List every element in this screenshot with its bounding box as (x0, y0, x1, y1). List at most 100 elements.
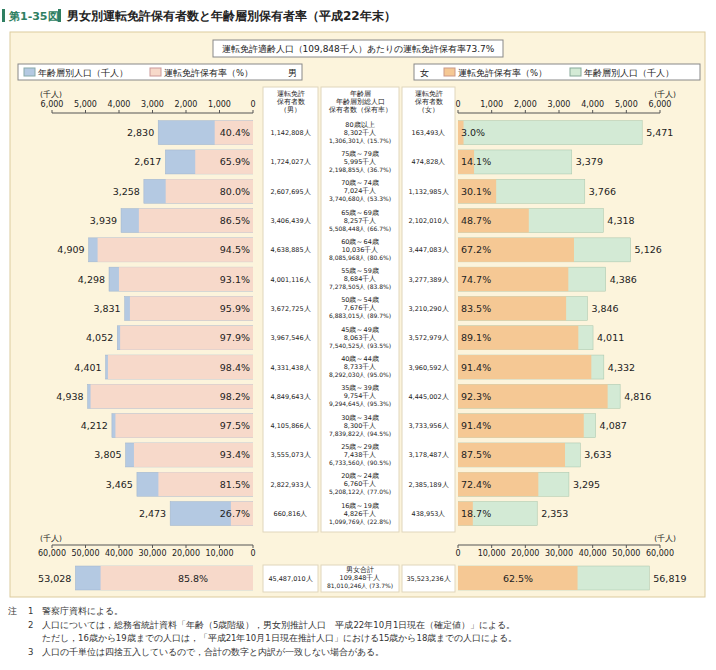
tick (253, 110, 254, 113)
population-bar (137, 472, 253, 496)
tick (559, 110, 560, 113)
table-cell-text: 7,438千人 (344, 451, 377, 459)
population-bar (89, 238, 253, 262)
data-label: 98.4% (220, 362, 250, 373)
holder-bar (458, 209, 529, 233)
tick-label: 5,000 (74, 100, 97, 109)
table-cell-text: 3,960,592人 (408, 364, 448, 372)
data-label: 4,401 (74, 362, 101, 373)
tick (152, 545, 153, 548)
data-label: 74.7% (461, 274, 491, 285)
table-cell-text: 8,063千人 (344, 334, 377, 342)
legend-swatch (444, 68, 455, 76)
tick-label: 0 (250, 100, 255, 109)
data-label: 5,471 (646, 127, 673, 138)
data-label: 30.1% (461, 186, 491, 197)
data-label: 2,353 (541, 508, 568, 519)
tick-label: 40,000 (579, 549, 607, 558)
data-label: 67.2% (461, 244, 491, 255)
tick (491, 110, 492, 113)
data-label: 81.5% (220, 479, 250, 490)
data-label: 3,258 (113, 186, 140, 197)
figure-label: 第1-35図 (8, 10, 59, 23)
male-total-bars (75, 566, 253, 590)
table-cell-text: 6,760千人 (344, 480, 377, 488)
data-label: 94.5% (220, 244, 250, 255)
data-label: 97.9% (220, 332, 250, 343)
note-text: 人口の千単位は四捨五入しているので，合計の数字と内訳が一致しない場合がある。 (42, 647, 384, 657)
category-label: 80歳以上 (345, 121, 374, 129)
tick-label: 3,000 (548, 100, 571, 109)
data-label: 3,465 (106, 479, 133, 490)
table-cell-text: 3,572,979人 (408, 334, 448, 342)
legend-label: 年齢層別人口（千人） (38, 68, 128, 78)
axis-unit: (千人) (654, 90, 676, 99)
holder-bar (139, 209, 253, 233)
holder-bar (458, 267, 568, 291)
table-cell-text: 2,822,933人 (270, 481, 310, 489)
data-label: 62.5% (503, 573, 533, 584)
table-cell (402, 565, 455, 592)
legend-box (18, 64, 302, 80)
tick (559, 545, 560, 548)
tick (592, 110, 593, 113)
table-cell-text: 438,953人 (412, 510, 446, 518)
table-cell-text: 5,995千人 (344, 158, 377, 166)
population-bar (458, 150, 572, 174)
table-cell-text: 7,839,822人 (94.5%) (329, 430, 391, 437)
population-bar (458, 472, 569, 496)
title: 男女別運転免許保有者数と年齢層別保有者率（平成22年末） (66, 9, 396, 23)
population-bar (458, 326, 593, 350)
holder-bar (101, 566, 253, 590)
table-cell-text: 5,508,448人 (66.7%) (329, 225, 391, 232)
tick (660, 545, 661, 548)
title-bar (58, 9, 61, 22)
note-number: 3 (28, 647, 33, 657)
holder-bar (115, 414, 253, 438)
category-label: 16歳～19歳 (341, 502, 379, 510)
table-header: 運転免許 (415, 90, 443, 98)
note-number: 2 (28, 620, 33, 630)
category-label: 55歳～59歳 (341, 267, 379, 275)
table-cell-text: 3,672,725人 (270, 305, 310, 313)
data-label: 3,831 (93, 303, 120, 314)
category-label: 30歳～34歳 (341, 414, 379, 422)
table-cell-text: 4,001,116人 (270, 276, 310, 284)
panel (10, 32, 705, 597)
table-column (263, 87, 318, 532)
population-bar (117, 326, 253, 350)
female-total-bars (458, 566, 649, 590)
title-bar (2, 9, 5, 22)
note-text: 警察庁資料による。 (42, 606, 123, 616)
table-cell-text: 7,024千人 (344, 187, 377, 195)
population-bar (125, 296, 253, 320)
population-bar (458, 179, 585, 203)
population-bar (75, 566, 253, 590)
table-cell-text: 4,331,438人 (270, 364, 310, 372)
table-cell-text: 2,198,855人 (36.7%) (329, 166, 391, 173)
tick-label: 30,000 (545, 549, 573, 558)
category-label: 50歳～54歳 (341, 296, 379, 304)
data-label: 93.1% (220, 274, 250, 285)
data-label: 3,379 (576, 156, 603, 167)
holder-bar (108, 355, 253, 379)
population-bar (88, 384, 253, 408)
holder-bar (215, 121, 253, 145)
data-label: 80.0% (220, 186, 250, 197)
axis-unit: (千人) (654, 534, 676, 543)
data-label: 2,830 (127, 127, 154, 138)
holder-bar (120, 326, 253, 350)
table-cell-text: 6,733,560人 (90.5%) (329, 459, 391, 466)
category-label: 45歳～49歳 (341, 326, 379, 334)
data-label: 26.7% (220, 508, 250, 519)
tick (626, 110, 627, 113)
subtitle: 運転免許適齢人口（109,848千人）あたりの運転免許保有率73.7% (222, 44, 495, 54)
table-cell-text: 8,684千人 (344, 275, 377, 283)
table-cell-text: 8,257千人 (344, 217, 377, 225)
holder-bar (134, 443, 253, 467)
population-bar (112, 414, 253, 438)
axis-unit: (千人) (40, 534, 62, 543)
category-label: 20歳～24歳 (341, 472, 379, 480)
male-bars (88, 121, 253, 526)
table-cell-text: 6,883,015人 (89.7%) (329, 312, 391, 319)
